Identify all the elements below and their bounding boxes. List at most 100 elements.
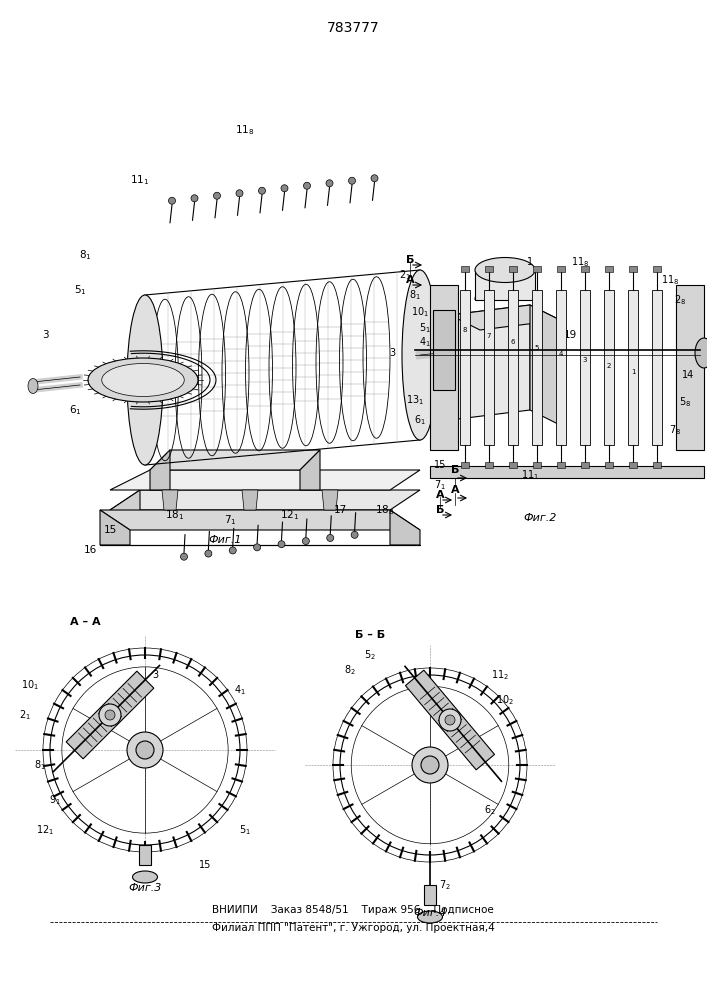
Ellipse shape xyxy=(303,182,310,189)
Text: А: А xyxy=(436,490,444,500)
Polygon shape xyxy=(110,490,140,520)
Text: $5_1$: $5_1$ xyxy=(239,823,251,837)
Ellipse shape xyxy=(127,295,163,465)
Text: $4_1$: $4_1$ xyxy=(234,683,246,697)
Ellipse shape xyxy=(102,363,185,396)
Text: Фиг.2: Фиг.2 xyxy=(523,513,556,523)
Text: $6_2$: $6_2$ xyxy=(484,803,496,817)
Text: 15: 15 xyxy=(199,860,211,870)
Polygon shape xyxy=(110,490,420,510)
Ellipse shape xyxy=(475,257,535,282)
Text: Фиг.3: Фиг.3 xyxy=(128,883,162,893)
Text: Филиал ППП "Патент", г. Ужгород, ул. Проектная,4: Филиал ППП "Патент", г. Ужгород, ул. Про… xyxy=(211,923,494,933)
Text: $12_1$: $12_1$ xyxy=(281,508,300,522)
Bar xyxy=(484,290,494,445)
Text: 19: 19 xyxy=(563,330,577,340)
Text: $18_1$: $18_1$ xyxy=(165,508,185,522)
Text: $10_2$: $10_2$ xyxy=(496,693,514,707)
Ellipse shape xyxy=(259,187,266,194)
Bar xyxy=(604,290,614,445)
Ellipse shape xyxy=(421,756,439,774)
Text: Фиг.4: Фиг.4 xyxy=(414,908,447,918)
Text: $5_2$: $5_2$ xyxy=(364,648,376,662)
Polygon shape xyxy=(530,305,560,425)
Text: $11_8$: $11_8$ xyxy=(235,123,255,137)
Text: $5_1$: $5_1$ xyxy=(74,283,86,297)
Text: $11_1$: $11_1$ xyxy=(521,468,539,482)
Text: ВНИИПИ    Заказ 8548/51    Тираж 956    Подписное: ВНИИПИ Заказ 8548/51 Тираж 956 Подписное xyxy=(212,905,494,915)
Text: $7_8$: $7_8$ xyxy=(669,423,681,437)
Polygon shape xyxy=(322,490,338,510)
Bar xyxy=(139,845,151,865)
Text: Б: Б xyxy=(436,505,444,515)
Ellipse shape xyxy=(254,544,261,551)
Polygon shape xyxy=(150,450,320,470)
Ellipse shape xyxy=(136,741,154,759)
Ellipse shape xyxy=(205,550,212,557)
Text: 3: 3 xyxy=(152,670,158,680)
Text: $8_2$: $8_2$ xyxy=(344,663,356,677)
Ellipse shape xyxy=(303,538,310,545)
Ellipse shape xyxy=(371,175,378,182)
Bar xyxy=(557,266,565,272)
Bar xyxy=(676,285,704,450)
Ellipse shape xyxy=(127,732,163,768)
Bar xyxy=(460,290,470,445)
Polygon shape xyxy=(390,510,420,545)
Text: $13_1$: $13_1$ xyxy=(406,393,424,407)
Ellipse shape xyxy=(351,531,358,538)
Text: 17: 17 xyxy=(334,505,346,515)
Bar xyxy=(533,266,541,272)
Text: $6_1$: $6_1$ xyxy=(69,403,81,417)
Bar xyxy=(509,266,517,272)
Text: $6_1$: $6_1$ xyxy=(414,413,426,427)
Text: 2: 2 xyxy=(607,363,611,369)
Ellipse shape xyxy=(168,197,175,204)
Text: Б: Б xyxy=(451,465,459,475)
Bar xyxy=(629,266,637,272)
Text: 15: 15 xyxy=(103,525,117,535)
Text: Б: Б xyxy=(406,255,414,265)
Text: 3: 3 xyxy=(389,348,395,358)
Text: 1: 1 xyxy=(437,345,443,355)
Ellipse shape xyxy=(402,270,438,440)
Bar xyxy=(581,266,589,272)
Ellipse shape xyxy=(326,180,333,187)
Text: $8_1$: $8_1$ xyxy=(409,288,421,302)
Text: $18_8$: $18_8$ xyxy=(375,503,395,517)
Ellipse shape xyxy=(132,871,158,883)
Bar xyxy=(485,462,493,468)
Polygon shape xyxy=(405,670,494,770)
Polygon shape xyxy=(100,510,130,545)
Text: $12_1$: $12_1$ xyxy=(36,823,54,837)
Text: 5: 5 xyxy=(534,345,539,351)
Ellipse shape xyxy=(349,177,356,184)
Ellipse shape xyxy=(180,553,187,560)
Ellipse shape xyxy=(439,709,461,731)
Bar xyxy=(485,266,493,272)
Text: $5_8$: $5_8$ xyxy=(679,395,691,409)
Bar xyxy=(556,290,566,445)
Text: $10_1$: $10_1$ xyxy=(411,305,429,319)
Polygon shape xyxy=(162,490,178,510)
Text: $10_1$: $10_1$ xyxy=(21,678,39,692)
Text: 3: 3 xyxy=(583,357,588,363)
Text: $8_1$: $8_1$ xyxy=(78,248,91,262)
Text: А – А: А – А xyxy=(70,617,100,627)
Text: 14: 14 xyxy=(682,370,694,380)
Bar xyxy=(532,290,542,445)
Polygon shape xyxy=(150,450,170,490)
Ellipse shape xyxy=(327,534,334,541)
Text: $4_1$: $4_1$ xyxy=(419,335,431,349)
Polygon shape xyxy=(450,305,530,420)
Ellipse shape xyxy=(418,911,443,923)
Ellipse shape xyxy=(99,704,121,726)
Text: $7_1$: $7_1$ xyxy=(434,478,446,492)
Bar xyxy=(430,285,458,450)
Bar xyxy=(605,266,613,272)
Text: $11_8$: $11_8$ xyxy=(661,273,679,287)
Text: 15: 15 xyxy=(434,460,446,470)
Polygon shape xyxy=(475,270,535,300)
Ellipse shape xyxy=(229,547,236,554)
Ellipse shape xyxy=(278,541,285,548)
